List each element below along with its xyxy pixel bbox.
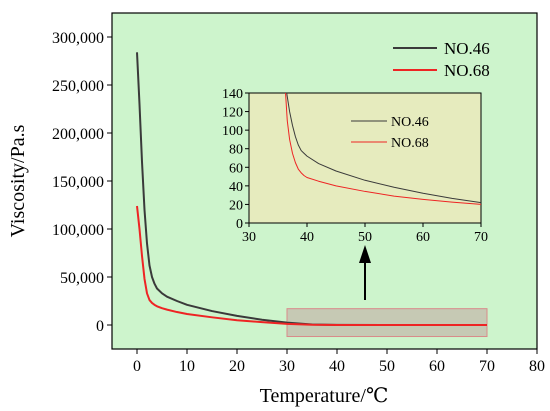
y-tick-label: 300,000 xyxy=(52,30,104,47)
x-tick-label: 60 xyxy=(429,358,445,375)
inset-y-tick-label: 140 xyxy=(222,87,243,102)
highlight-region xyxy=(286,308,488,338)
inset-x-tick-label: 70 xyxy=(474,230,488,245)
inset-axis-ticks: 30 40 50 60 70 0 20 40 60 80 100 120 140 xyxy=(222,87,488,245)
x-tick-label: 0 xyxy=(133,358,141,375)
inset-legend-label-no46: NO.46 xyxy=(391,115,429,130)
y-tick-label: 0 xyxy=(96,318,104,335)
legend-label-no46: NO.46 xyxy=(444,39,490,58)
x-tick-label: 20 xyxy=(229,358,245,375)
inset-y-tick-label: 60 xyxy=(229,161,243,176)
inset-legend-label-no68: NO.68 xyxy=(391,136,429,151)
zoom-arrow xyxy=(359,245,371,300)
x-tick-label: 10 xyxy=(179,358,195,375)
main-legend: NO.46 NO.68 xyxy=(393,39,490,80)
inset-series-line-no46 xyxy=(286,92,482,204)
x-tick-label: 80 xyxy=(529,358,545,375)
x-tick-label: 50 xyxy=(379,358,395,375)
main-axis-ticks: 0 10 20 30 40 50 60 70 80 0 50,000 100,000 150,000 20… xyxy=(52,30,545,375)
y-tick-label: 150,000 xyxy=(52,174,104,191)
inset-x-tick-label: 60 xyxy=(416,230,430,245)
inset-x-tick-label: 40 xyxy=(300,230,314,245)
inset-y-tick-label: 120 xyxy=(222,106,243,121)
inset-y-tick-label: 20 xyxy=(229,198,243,213)
inset-plot-area xyxy=(248,92,482,224)
inset-x-tick-label: 50 xyxy=(358,230,372,245)
inset-x-tick-label: 30 xyxy=(242,230,256,245)
inset-y-tick-label: 40 xyxy=(229,180,243,195)
inset-y-tick-label: 0 xyxy=(236,217,243,232)
main-series-group xyxy=(136,52,488,326)
inset-series-line-no68 xyxy=(285,92,482,205)
y-tick-label: 100,000 xyxy=(52,222,104,239)
legend-label-no68: NO.68 xyxy=(444,61,490,80)
inset-legend: NO.46 NO.68 xyxy=(351,115,429,151)
inset-y-tick-label: 80 xyxy=(229,143,243,158)
x-tick-label: 30 xyxy=(279,358,295,375)
y-axis-label: Viscosity/Pa.s xyxy=(7,124,29,237)
y-tick-label: 250,000 xyxy=(52,78,104,95)
x-axis-label: Temperature/℃ xyxy=(260,385,389,407)
series-line-no68 xyxy=(136,205,488,326)
y-tick-label: 50,000 xyxy=(60,270,104,287)
inset-series-group xyxy=(285,92,482,205)
highlight-box xyxy=(286,308,488,338)
x-tick-label: 70 xyxy=(479,358,495,375)
x-tick-label: 40 xyxy=(329,358,345,375)
y-tick-label: 200,000 xyxy=(52,126,104,143)
inset-y-tick-label: 100 xyxy=(222,124,243,139)
